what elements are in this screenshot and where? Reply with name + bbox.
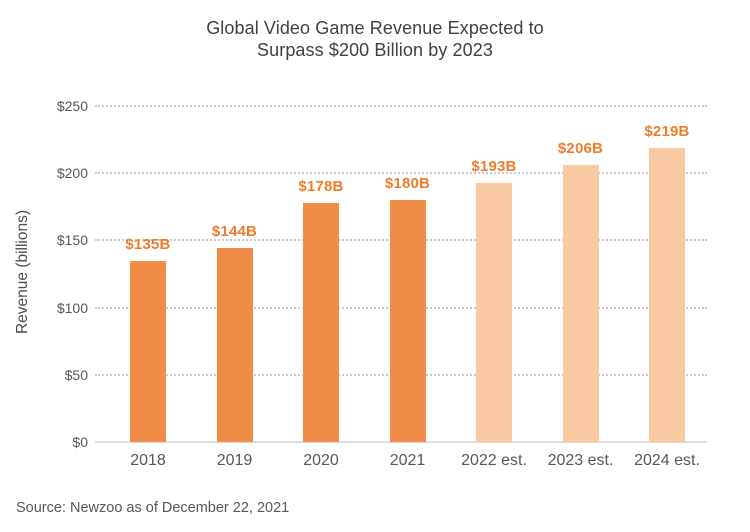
x-tick-label: 2022 est. xyxy=(461,452,527,469)
bar-2020 xyxy=(303,202,339,442)
bar-value-label: $178B xyxy=(298,177,344,195)
bar-value-label: $144B xyxy=(211,223,258,241)
bar-2024-est xyxy=(649,147,685,442)
x-tick-label: 2018 xyxy=(130,452,166,469)
y-tick-label: $150 xyxy=(56,232,88,249)
bar-value-label: $219B xyxy=(644,122,690,140)
bar-2018 xyxy=(130,260,166,442)
x-tick-label: 2021 xyxy=(389,452,426,469)
x-tick-label: 2019 xyxy=(216,452,253,469)
x-tick-label: 2024 est. xyxy=(634,452,700,469)
bar-value-label: $180B xyxy=(384,175,431,193)
source-note: Source: Newzoo as of December 22, 2021 xyxy=(16,500,290,516)
bar-2022-est xyxy=(476,182,512,442)
x-tick-label: 2020 xyxy=(303,452,339,469)
x-axis-baseline xyxy=(95,441,707,443)
y-tick-label: $50 xyxy=(64,366,88,383)
chart-title-line1: Global Video Game Revenue Expected to xyxy=(206,18,544,38)
chart-title-line2: Surpass $200 Billion by 2023 xyxy=(257,40,493,60)
gridline xyxy=(95,172,707,175)
bar-value-label: $193B xyxy=(471,157,517,175)
y-tick-label: $0 xyxy=(72,434,88,450)
bar-2023-est xyxy=(562,165,599,442)
y-tick-label: $200 xyxy=(56,165,88,182)
gridline xyxy=(95,105,707,107)
y-tick-label: $100 xyxy=(56,299,88,316)
bar-value-label: $135B xyxy=(125,235,171,253)
bar-2021 xyxy=(389,200,426,442)
bar-value-label: $206B xyxy=(557,140,604,158)
y-tick-label: $250 xyxy=(56,98,88,114)
chart-title: Global Video Game Revenue Expected to Su… xyxy=(0,17,750,61)
x-tick-label: 2023 est. xyxy=(547,452,614,469)
bar-2019 xyxy=(216,248,253,442)
